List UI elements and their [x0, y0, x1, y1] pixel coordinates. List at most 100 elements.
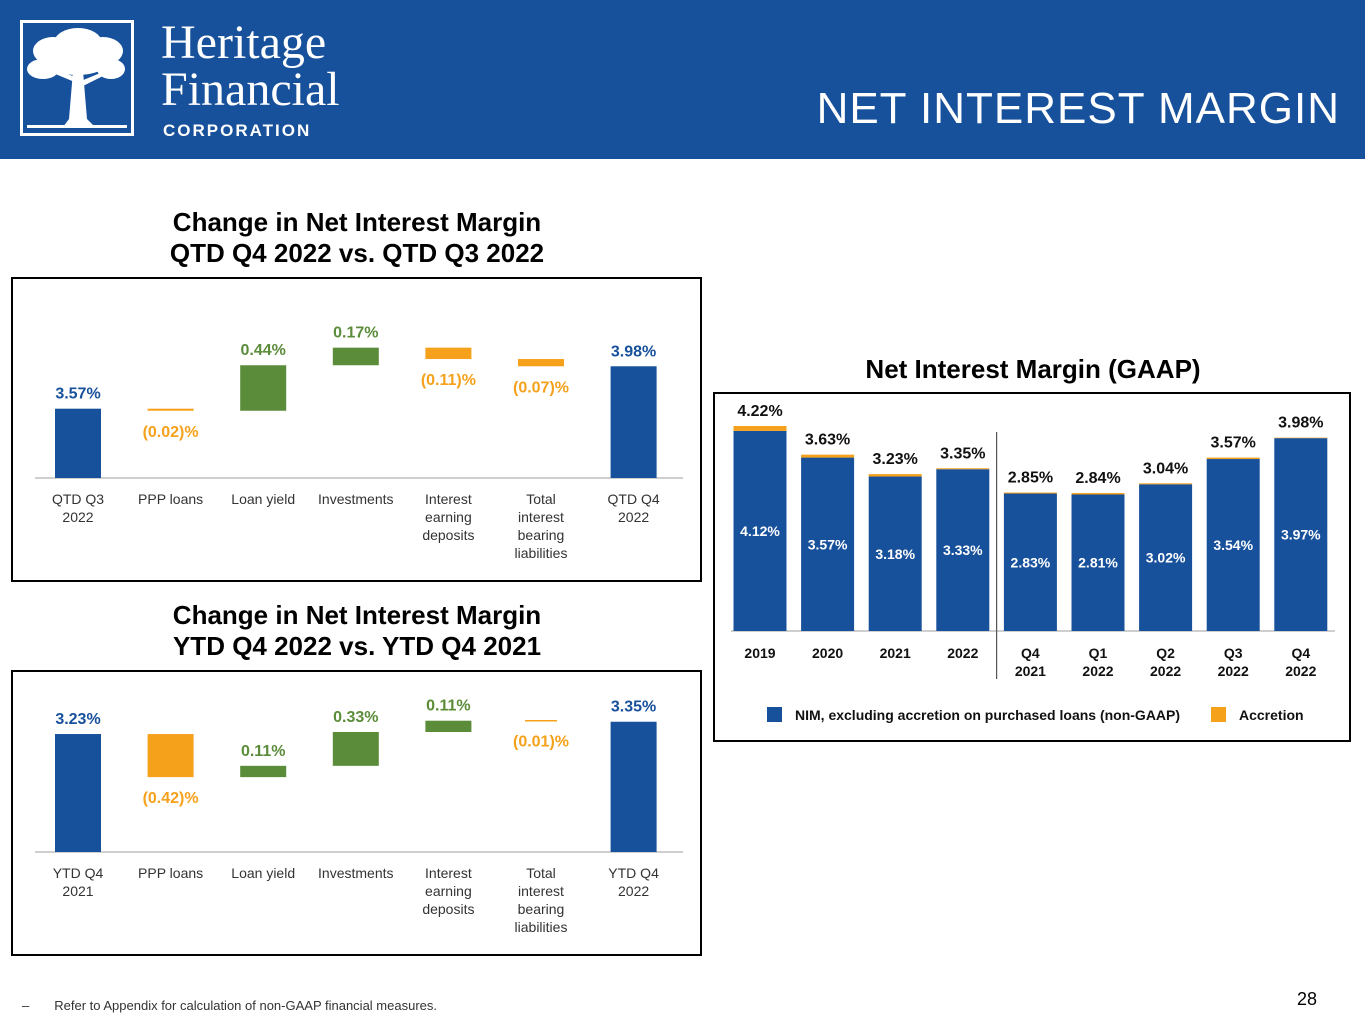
qtd-title-line2: QTD Q4 2022 vs. QTD Q3 2022 [169, 238, 545, 268]
qtd-chart-title: Change in Net Interest Margin QTD Q4 202… [12, 207, 702, 269]
logo-financial: Financial [161, 63, 340, 116]
nim-value-label: 3.18% [875, 546, 915, 562]
category-tick-label: Interest earning deposits [422, 491, 474, 543]
nim-bar [936, 469, 990, 631]
ytd-chart-title: Change in Net Interest Margin YTD Q4 202… [12, 600, 702, 662]
footnote-dash: – [22, 998, 30, 1013]
legend-nim-label: NIM, excluding accretion on purchased lo… [795, 707, 1180, 723]
waterfall-value-label: 3.23% [55, 711, 100, 728]
waterfall-value-label: (0.11)% [421, 372, 476, 389]
qtd-chart-panel: 3.57% QTD Q3 2022 (0.02)% PPP loans 0.44% Loan… [11, 277, 702, 582]
waterfall-bar [610, 366, 657, 478]
nim-bar [868, 476, 922, 631]
category-tick-label: PPP loans [138, 865, 203, 881]
accretion-bar-segment [733, 426, 787, 431]
waterfall-value-label: 3.35% [611, 699, 656, 716]
total-value-label: 3.04% [1143, 460, 1188, 477]
waterfall-bar [518, 359, 564, 367]
waterfall-value-label: (0.42)% [143, 790, 199, 807]
accretion-bar-segment [868, 474, 922, 477]
legend-nim-swatch [767, 707, 782, 722]
gaap-chart-title: Net Interest Margin (GAAP) [865, 354, 1201, 384]
qtd-title-line1: Change in Net Interest Margin [172, 207, 542, 237]
waterfall-bar [147, 408, 194, 411]
nim-bar [801, 457, 855, 631]
category-tick-label: PPP loans [138, 491, 203, 507]
waterfall-value-label: (0.07)% [513, 379, 569, 396]
nim-bar [733, 430, 787, 631]
waterfall-value-label: 0.11% [241, 743, 285, 760]
accretion-bar-segment [1139, 483, 1193, 485]
page-number: 28 [1297, 989, 1318, 1009]
accretion-bar-segment [936, 468, 990, 470]
nim-bar [1071, 494, 1125, 631]
category-tick-label: YTD Q4 2022 [608, 865, 659, 899]
qtd-waterfall-chart: 3.57% QTD Q3 2022 (0.02)% PPP loans 0.44% Loan… [35, 325, 683, 561]
category-tick-label: Q4 2022 [1285, 645, 1316, 679]
category-tick-label: Investments [318, 491, 393, 507]
waterfall-value-label: 3.57% [55, 386, 100, 403]
total-value-label: 3.63% [805, 432, 850, 449]
category-tick-label: QTD Q3 2022 [52, 491, 104, 525]
accretion-bar-segment [1206, 457, 1260, 460]
nim-value-label: 3.02% [1146, 550, 1186, 566]
waterfall-value-label: (0.01)% [513, 734, 569, 751]
nim-value-label: 3.54% [1213, 537, 1253, 553]
waterfall-bar [332, 732, 379, 766]
category-tick-label: Q2 2022 [1150, 645, 1181, 679]
nim-value-label: 3.33% [943, 542, 983, 558]
legend-accretion-swatch [1211, 707, 1226, 722]
logo-heritage: Heritage [161, 16, 327, 69]
nim-value-label: 2.81% [1078, 555, 1118, 571]
category-tick-label: Q4 2021 [1015, 645, 1046, 679]
category-tick-label: Q1 2022 [1082, 645, 1113, 679]
category-tick-label: Q3 2022 [1218, 645, 1249, 679]
footnote-text: Refer to Appendix for calculation of non… [54, 998, 437, 1013]
waterfall-value-label: 0.11% [426, 698, 470, 715]
nim-value-label: 3.57% [808, 536, 848, 552]
accretion-bar-segment [1071, 493, 1125, 495]
accretion-bar-segment [1003, 492, 1057, 494]
total-value-label: 2.85% [1008, 470, 1053, 487]
waterfall-bar [332, 347, 379, 366]
nim-bar [1139, 484, 1193, 631]
waterfall-bar [55, 734, 101, 852]
waterfall-value-label: 0.44% [241, 342, 286, 359]
total-value-label: 3.23% [873, 451, 918, 468]
total-value-label: 3.35% [940, 445, 985, 462]
category-tick-label: 2022 [947, 645, 978, 661]
total-value-label: 2.84% [1075, 470, 1120, 487]
category-tick-label: Loan yield [231, 491, 295, 507]
waterfall-bar [147, 734, 194, 778]
nim-bar [1274, 438, 1328, 631]
category-tick-label: Loan yield [231, 865, 295, 881]
category-tick-label: QTD Q4 2022 [608, 491, 660, 525]
nim-bar [1003, 493, 1057, 631]
waterfall-bar [240, 365, 287, 411]
ytd-title-line1: Change in Net Interest Margin [172, 600, 542, 630]
gaap-chart-panel: 4.12% 4.22% 2019 3.57% 3.63% 2020 3.18% 3.23% 20… [713, 392, 1351, 742]
category-tick-label: Interest earning deposits [422, 865, 474, 917]
category-tick-label: Total interest bearing liabilities [515, 491, 568, 561]
nim-value-label: 3.97% [1281, 527, 1321, 543]
ytd-chart-panel: 3.23% YTD Q4 2021 (0.42)% PPP loans 0.11% Loan… [11, 670, 702, 956]
legend-accretion-label: Accretion [1239, 707, 1304, 723]
category-tick-label: Total interest bearing liabilities [515, 865, 568, 935]
waterfall-value-label: (0.02)% [143, 424, 199, 441]
waterfall-bar [610, 721, 657, 852]
tree-icon [20, 20, 134, 136]
total-value-label: 3.98% [1278, 415, 1323, 432]
category-tick-label: 2020 [812, 645, 843, 661]
total-value-label: 4.22% [737, 403, 782, 420]
waterfall-value-label: 3.98% [611, 343, 656, 360]
nim-value-label: 4.12% [740, 523, 780, 539]
waterfall-bar [425, 720, 472, 732]
nim-value-label: 2.83% [1011, 554, 1051, 570]
accretion-bar-segment [801, 454, 855, 458]
footnote: – Refer to Appendix for calculation of no… [22, 998, 437, 1013]
page-title: NET INTEREST MARGIN [816, 84, 1340, 133]
waterfall-bar [240, 765, 287, 778]
header-bar: Heritage Financial CORPORATION NET INTER… [0, 0, 1365, 159]
category-tick-label: 2021 [880, 645, 911, 661]
waterfall-bar [425, 347, 472, 360]
